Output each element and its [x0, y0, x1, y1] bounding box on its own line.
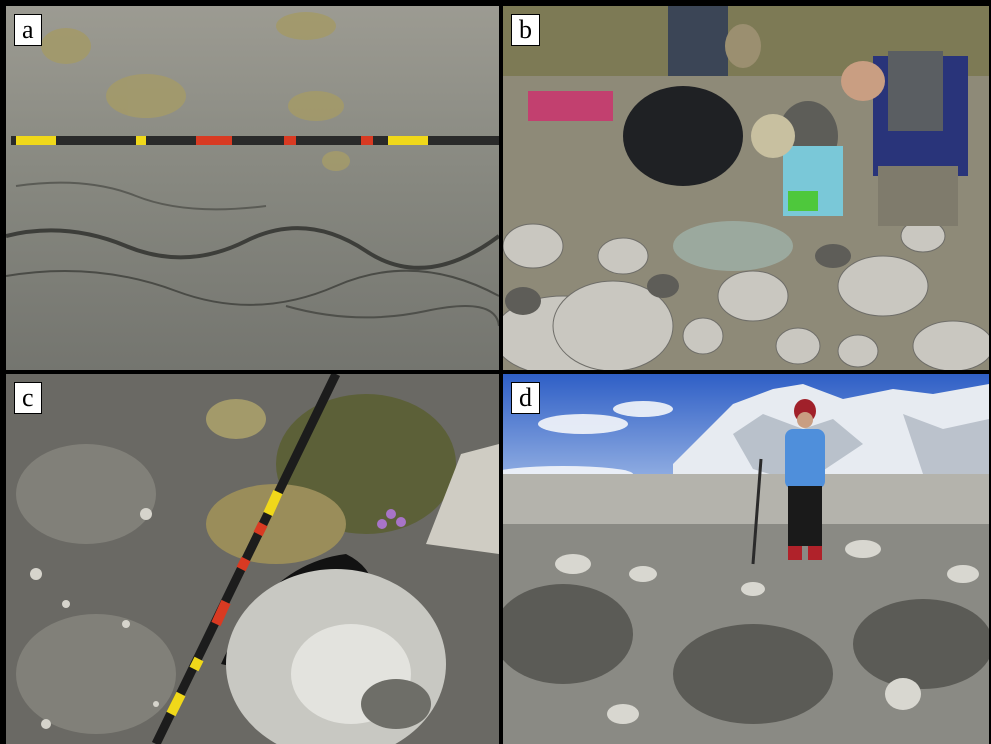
ground-crack-pole-photo-icon	[6, 374, 499, 744]
panel-label-c: c	[14, 382, 42, 414]
panel-a: a	[6, 6, 499, 370]
cracked-ground-photo-icon	[6, 6, 499, 370]
panel-label-a: a	[14, 14, 42, 46]
panel-b: b	[503, 6, 989, 370]
spring-sampling-photo-icon	[503, 6, 989, 370]
mountain-person-photo-icon	[503, 374, 989, 744]
panel-label-d: d	[511, 382, 540, 414]
panel-label-b: b	[511, 14, 540, 46]
panel-d: d	[503, 374, 989, 744]
panel-c: c	[6, 374, 499, 744]
